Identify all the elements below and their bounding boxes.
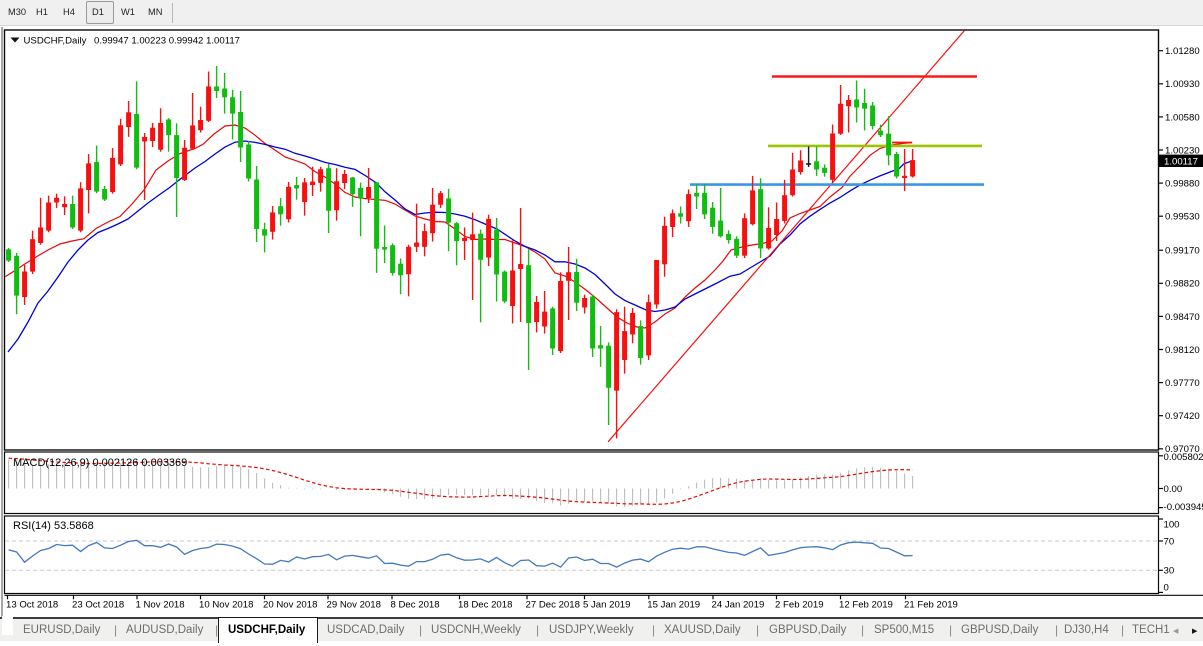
svg-text:27 Dec 2018: 27 Dec 2018 [526,600,580,611]
svg-text:1.00580: 1.00580 [1165,112,1200,123]
svg-text:20 Nov 2018: 20 Nov 2018 [263,600,317,611]
svg-text:8 Dec 2018: 8 Dec 2018 [391,600,440,611]
svg-text:0.99530: 0.99530 [1165,212,1200,223]
svg-text:30: 30 [1164,566,1175,577]
svg-text:10 Nov 2018: 10 Nov 2018 [199,600,253,611]
svg-text:USDCHF,Daily: USDCHF,Daily [24,36,87,47]
svg-text:0.99170: 0.99170 [1165,246,1200,257]
svg-text:5 Jan 2019: 5 Jan 2019 [583,600,630,611]
svg-text:29 Nov 2018: 29 Nov 2018 [327,600,381,611]
svg-text:70: 70 [1164,536,1175,547]
svg-text:23 Oct 2018: 23 Oct 2018 [72,600,124,611]
svg-text:RSI(14) 53.5868: RSI(14) 53.5868 [13,520,94,532]
svg-text:100: 100 [1164,519,1180,530]
svg-text:21 Feb 2019: 21 Feb 2019 [904,600,958,611]
svg-text:1.00117: 1.00117 [1164,156,1198,167]
svg-text:0: 0 [1164,583,1169,594]
svg-text:18 Dec 2018: 18 Dec 2018 [458,600,512,611]
svg-text:0.99947 1.00223 0.99942 1.0011: 0.99947 1.00223 0.99942 1.00117 [94,36,240,47]
svg-text:0.98120: 0.98120 [1165,345,1200,356]
svg-text:1.00930: 1.00930 [1165,79,1200,90]
svg-text:24 Jan 2019: 24 Jan 2019 [712,600,765,611]
svg-text:0.98820: 0.98820 [1165,279,1200,290]
svg-text:-0.003945: -0.003945 [1164,502,1203,513]
svg-text:15 Jan 2019: 15 Jan 2019 [647,600,700,611]
svg-text:1 Nov 2018: 1 Nov 2018 [136,600,185,611]
svg-text:1.01280: 1.01280 [1165,46,1200,57]
svg-text:0.99880: 0.99880 [1165,179,1200,190]
svg-text:0.00: 0.00 [1164,484,1183,495]
svg-text:0.97770: 0.97770 [1165,378,1200,389]
svg-text:0.97420: 0.97420 [1165,411,1200,422]
svg-text:13 Oct 2018: 13 Oct 2018 [6,600,58,611]
svg-text:MACD(12,26,9) 0.002126 0.00336: MACD(12,26,9) 0.002126 0.003369 [13,457,187,469]
svg-text:12 Feb 2019: 12 Feb 2019 [839,600,893,611]
svg-text:2 Feb 2019: 2 Feb 2019 [775,600,824,611]
svg-text:0.005802: 0.005802 [1164,452,1203,463]
svg-text:0.98470: 0.98470 [1165,312,1200,323]
